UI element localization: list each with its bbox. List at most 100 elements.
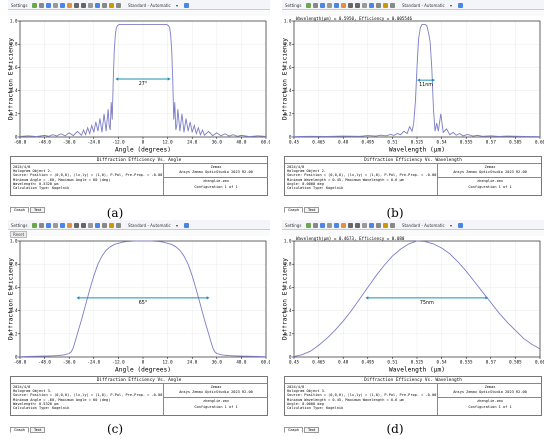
window-icon[interactable] [320,222,325,228]
rect-icon[interactable] [88,2,93,8]
print-icon[interactable] [39,2,44,8]
copy-icon[interactable] [327,222,332,228]
product-name: Ansys Zemax OpticStudio 2023 R2.00 [453,169,527,174]
window-icon[interactable] [320,2,325,8]
x-tick-label: 0.45 [289,360,300,365]
zoom-icon[interactable] [376,222,381,228]
tab-graph[interactable]: Graph [10,207,30,213]
layout-icon[interactable] [369,222,374,228]
x-tick-label: 0.54 [437,360,448,365]
save-icon[interactable] [60,222,65,228]
standard-dropdown[interactable]: Standard - Automatic [128,223,171,228]
home-icon[interactable] [383,222,388,228]
chevron-down-icon[interactable]: ▾ [450,3,453,8]
pen-icon[interactable] [355,222,360,228]
home-icon[interactable] [109,2,114,8]
arrow-icon[interactable] [116,222,121,228]
info-right: Zemax Ansys Zemax OpticStudio 2023 R2.00 z… [163,164,268,195]
x-tick-label: 48.0 [236,140,247,145]
settings-button[interactable]: Settings [285,223,302,228]
chevron-down-icon[interactable]: ▾ [176,3,179,8]
y-tick-label: 0.2 [284,331,292,336]
rect-icon[interactable] [362,2,367,8]
y-tick-label: 1.0 [284,239,292,244]
company-name: Zemax [484,385,496,389]
pen-icon[interactable] [355,2,360,8]
window-icon[interactable] [46,222,51,228]
export-icon[interactable] [341,2,346,8]
settings-button[interactable]: Settings [11,3,28,8]
print-icon[interactable] [313,222,318,228]
zoom-icon[interactable] [376,2,381,8]
info-line: Source: Position = (0,0,0), (lx,ly) = (1… [287,393,439,398]
window-icon[interactable] [46,2,51,8]
toolbar: Settings Standard - Automatic ▾ [8,0,270,10]
print-icon[interactable] [39,222,44,228]
tab-text[interactable]: Text [30,207,46,213]
tab-graph[interactable]: Graph [284,427,304,433]
cursor-readout: Wavelength(µm) = 0.5950, Efficiency = 0.… [296,16,412,21]
refresh-icon[interactable] [32,2,37,8]
export-icon[interactable] [67,222,72,228]
tab-graph[interactable]: Graph [284,207,304,213]
home-icon[interactable] [109,222,114,228]
save-icon[interactable] [60,2,65,8]
y-tick-label: 0.2 [284,111,292,116]
layout-icon[interactable] [95,222,100,228]
y-tick-label: 0.4 [284,88,292,93]
arrow-icon[interactable] [390,2,395,8]
tab-text[interactable]: Text [304,427,320,433]
copy-icon[interactable] [53,2,58,8]
text-icon[interactable] [348,2,353,8]
help-icon[interactable] [458,2,463,8]
tab-text[interactable]: Text [30,427,46,433]
reset-button[interactable]: Reset [10,231,28,238]
text-icon[interactable] [74,222,79,228]
x-tick-label: -12.0 [112,360,125,365]
standard-dropdown[interactable]: Standard - Automatic [402,223,445,228]
x-tick-label: 0.585 [509,360,522,365]
copy-icon[interactable] [53,222,58,228]
layout-icon[interactable] [369,2,374,8]
standard-dropdown[interactable]: Standard - Automatic [402,3,445,8]
pen-icon[interactable] [81,2,86,8]
text-icon[interactable] [348,222,353,228]
x-tick-label: 0 [142,140,145,145]
width-marker-label: 11nm [419,82,433,88]
refresh-icon[interactable] [306,2,311,8]
save-icon[interactable] [334,2,339,8]
x-axis-label: Wavelength (µm) [389,367,445,374]
copy-icon[interactable] [327,2,332,8]
rect-icon[interactable] [88,222,93,228]
settings-button[interactable]: Settings [285,3,302,8]
zoom-icon[interactable] [102,222,107,228]
pen-icon[interactable] [81,222,86,228]
info-lines: 2024/4/8 Hologram Object 2. Source: Positi… [13,165,164,190]
tab-graph[interactable]: Graph [10,427,30,433]
help-icon[interactable] [184,2,189,8]
export-icon[interactable] [341,222,346,228]
home-icon[interactable] [383,2,388,8]
help-icon[interactable] [184,222,189,228]
standard-dropdown[interactable]: Standard - Automatic [128,3,171,8]
rect-icon[interactable] [362,222,367,228]
text-icon[interactable] [74,2,79,8]
zoom-icon[interactable] [102,2,107,8]
x-tick-label: 0.51 [387,360,398,365]
chevron-down-icon[interactable]: ▾ [176,223,179,228]
x-tick-label: -60.0 [14,140,27,145]
chevron-down-icon[interactable]: ▾ [450,223,453,228]
refresh-icon[interactable] [306,222,311,228]
x-tick-label: 0.555 [460,140,473,145]
layout-icon[interactable] [95,2,100,8]
info-line: Hologram Object 2. [13,169,52,174]
help-icon[interactable] [458,222,463,228]
tab-text[interactable]: Text [304,207,320,213]
print-icon[interactable] [313,2,318,8]
settings-button[interactable]: Settings [11,223,28,228]
export-icon[interactable] [67,2,72,8]
arrow-icon[interactable] [116,2,121,8]
arrow-icon[interactable] [390,222,395,228]
refresh-icon[interactable] [32,222,37,228]
save-icon[interactable] [334,222,339,228]
